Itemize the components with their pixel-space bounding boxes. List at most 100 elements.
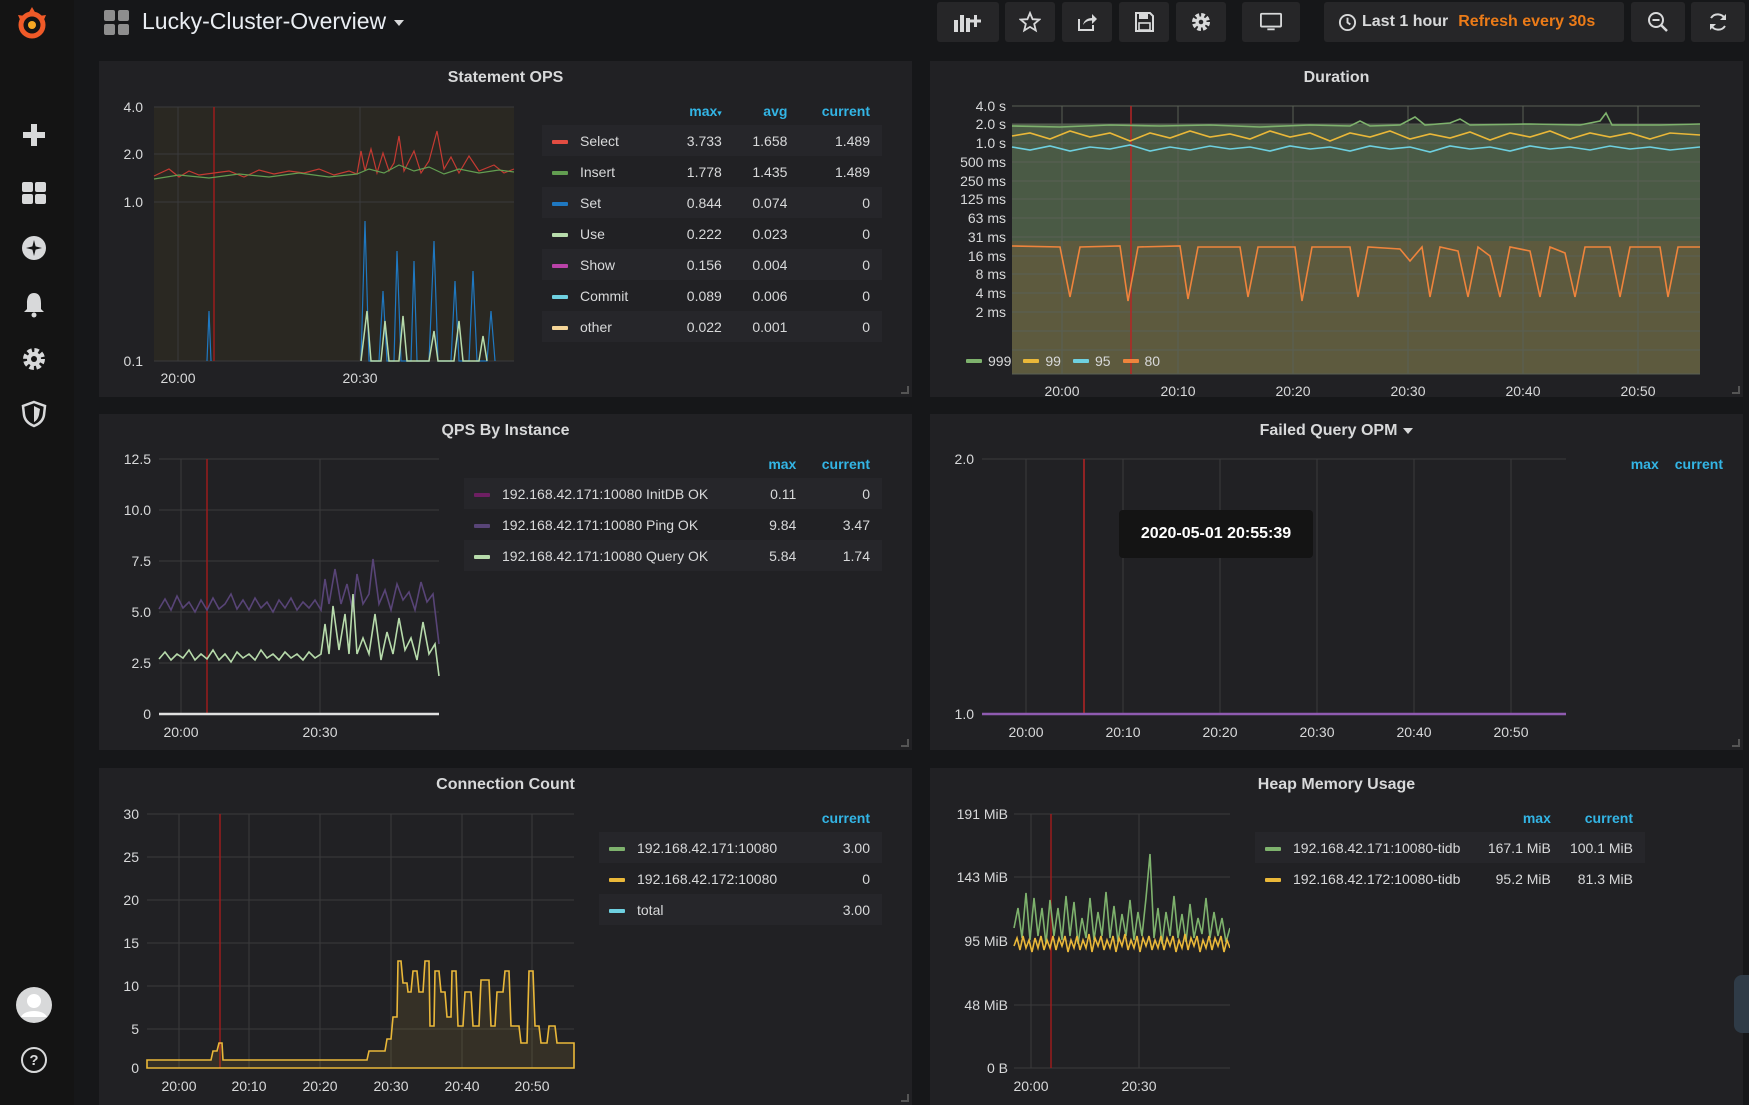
tv-icon <box>1260 12 1282 31</box>
panel-title[interactable]: Heap Memory Usage <box>1257 776 1416 793</box>
legend-row-select[interactable]: Select 3.733 1.658 1.489 <box>542 125 882 156</box>
y-tick: 16 ms <box>968 248 1006 264</box>
avatar[interactable] <box>16 987 52 1023</box>
legend-row[interactable]: total 3.00 <box>599 894 882 925</box>
legend-item-80[interactable]: 80 <box>1122 353 1160 369</box>
time-picker-button[interactable]: Last 1 hour Refresh every 30s <box>1324 2 1624 42</box>
dashboard-title-dropdown[interactable]: Lucky-Cluster-Overview <box>142 8 405 35</box>
refresh-button[interactable] <box>1691 2 1745 42</box>
x-tick: 20:20 <box>302 1078 337 1094</box>
failed-query-opm-graph[interactable]: 2.0 1.0 20:00 20:10 20:20 20:30 20:40 20… <box>930 414 1570 750</box>
explore-icon[interactable] <box>16 230 52 266</box>
gear-icon <box>1192 13 1210 31</box>
panel-title[interactable]: Statement OPS <box>447 69 564 86</box>
y-tick: 12.5 <box>124 451 151 467</box>
legend-row[interactable]: 192.168.42.171:10080 InitDB OK 0.11 0 <box>464 478 882 509</box>
settings-button[interactable] <box>1176 2 1226 42</box>
panel-heap-memory-usage: Heap Memory Usage 191 MiB 143 MiB 95 MiB… <box>930 768 1743 1105</box>
dashboards-icon[interactable] <box>16 175 52 211</box>
x-tick: 20:30 <box>373 1078 408 1094</box>
y-tick: 15 <box>123 935 139 951</box>
x-tick: 20:30 <box>1121 1078 1156 1094</box>
legend-header-max[interactable]: max <box>768 456 797 472</box>
panel-title[interactable]: Connection Count <box>436 776 575 793</box>
legend-header-avg[interactable]: avg <box>763 103 788 119</box>
legend-item-95[interactable]: 95 <box>1072 353 1111 369</box>
shield-icon[interactable] <box>16 396 52 432</box>
refresh-interval-label: Refresh every 30s <box>1458 13 1596 30</box>
help-icon[interactable]: ? <box>16 1042 52 1078</box>
legend-row-commit[interactable]: Commit 0.089 0.006 0 <box>542 280 882 311</box>
legend-header-current[interactable]: current <box>1584 810 1633 826</box>
legend-header-max[interactable]: max▾ <box>689 103 722 119</box>
add-panel-button[interactable] <box>937 2 999 42</box>
heap-memory-legend: max current 192.168.42.171:10080-tidb 167.… <box>1255 808 1645 894</box>
legend-row[interactable]: 192.168.42.171:10080 Query OK 5.84 1.74 <box>464 540 882 571</box>
legend-row-other[interactable]: other 0.022 0.001 0 <box>542 311 882 342</box>
legend-row[interactable]: 192.168.42.171:10080-tidb 167.1 MiB 100.1 … <box>1255 832 1645 863</box>
plus-icon[interactable] <box>16 117 52 153</box>
y-tick: 2.0 <box>955 451 975 467</box>
legend-row-insert[interactable]: Insert 1.778 1.435 1.489 <box>542 156 882 187</box>
panel-statement-ops: Statement OPS 4.0 2.0 1.0 0.1 20:00 20:3… <box>99 61 912 397</box>
sidebar: ? <box>0 0 74 1105</box>
legend-header-current[interactable]: current <box>1674 456 1723 472</box>
y-tick: 0 <box>143 706 151 722</box>
legend-row[interactable]: 192.168.42.171:10080 Ping OK 9.84 3.47 <box>464 509 882 540</box>
statement-ops-graph[interactable]: 4.0 2.0 1.0 0.1 20:00 20:30 <box>99 61 529 397</box>
y-tick: 25 <box>123 849 139 865</box>
y-tick: 10 <box>123 978 139 994</box>
x-tick: 20:50 <box>514 1078 549 1094</box>
legend-label: 95 <box>1094 353 1111 369</box>
legend-row[interactable]: 192.168.42.171:10080 3.00 <box>599 832 882 863</box>
panel-resize-handle[interactable] <box>1732 386 1740 394</box>
legend-row-show[interactable]: Show 0.156 0.004 0 <box>542 249 882 280</box>
legend-row[interactable]: 192.168.42.172:10080 0 <box>599 863 882 894</box>
panel-resize-handle[interactable] <box>901 739 909 747</box>
gear-icon[interactable] <box>16 341 52 377</box>
legend-header-current[interactable]: current <box>821 456 870 472</box>
duration-graph[interactable]: 4.0 s 2.0 s 1.0 s 500 ms 250 ms 125 ms 6… <box>930 61 1743 397</box>
star-button[interactable] <box>1005 2 1055 42</box>
y-tick: 5 <box>131 1021 139 1037</box>
heap-memory-graph[interactable]: 191 MiB 143 MiB 95 MiB 48 MiB 0 B 20:00 … <box>930 768 1230 1105</box>
legend-row-use[interactable]: Use 0.222 0.023 0 <box>542 218 882 249</box>
y-tick: 0 B <box>987 1060 1008 1076</box>
legend-item-999[interactable]: 999 <box>966 353 1011 369</box>
y-tick: 500 ms <box>960 154 1006 170</box>
panel-resize-handle[interactable] <box>1732 739 1740 747</box>
panel-title[interactable]: QPS By Instance <box>441 422 570 439</box>
qps-by-instance-graph[interactable]: 12.5 10.0 7.5 5.0 2.5 0 20:00 20:30 <box>99 414 459 750</box>
x-tick: 20:00 <box>161 1078 196 1094</box>
y-tick: 95 MiB <box>964 933 1008 949</box>
share-button[interactable] <box>1062 2 1112 42</box>
legend-header-max[interactable]: max <box>1522 810 1551 826</box>
x-tick: 20:50 <box>1493 724 1528 740</box>
zoom-out-button[interactable] <box>1631 2 1685 42</box>
legend-header-current[interactable]: current <box>821 810 870 826</box>
save-button[interactable] <box>1119 2 1169 42</box>
panel-resize-handle[interactable] <box>901 1094 909 1102</box>
side-drawer-tab[interactable] <box>1734 975 1749 1033</box>
panel-failed-query-opm: Failed Query OPM 2.0 1.0 20:00 20:10 20:… <box>930 414 1743 750</box>
legend-header-max[interactable]: max <box>1630 456 1659 472</box>
legend-row-set[interactable]: Set 0.844 0.074 0 <box>542 187 882 218</box>
x-tick: 20:20 <box>1202 724 1237 740</box>
grafana-logo-icon[interactable] <box>12 3 52 43</box>
connection-count-graph[interactable]: 30 25 20 15 10 5 0 20:00 20:10 20:20 20:… <box>99 768 599 1105</box>
panel-title[interactable]: Duration <box>1303 69 1370 86</box>
legend-swatch <box>966 359 982 363</box>
chevron-down-icon <box>394 19 405 26</box>
tv-mode-button[interactable] <box>1242 2 1300 42</box>
legend-header-current[interactable]: current <box>821 103 870 119</box>
x-tick: 20:10 <box>1105 724 1140 740</box>
legend-item-99[interactable]: 99 <box>1023 353 1061 369</box>
save-icon <box>1135 12 1154 32</box>
x-tick: 20:50 <box>1620 383 1655 397</box>
legend-row[interactable]: 192.168.42.172:10080-tidb 95.2 MiB 81.3 Mi… <box>1255 863 1645 894</box>
panel-resize-handle[interactable] <box>901 386 909 394</box>
panel-title-dropdown[interactable]: Failed Query OPM <box>930 422 1743 440</box>
y-tick: 143 MiB <box>957 869 1008 885</box>
bell-icon[interactable] <box>16 286 52 322</box>
y-tick: 1.0 s <box>976 135 1006 151</box>
